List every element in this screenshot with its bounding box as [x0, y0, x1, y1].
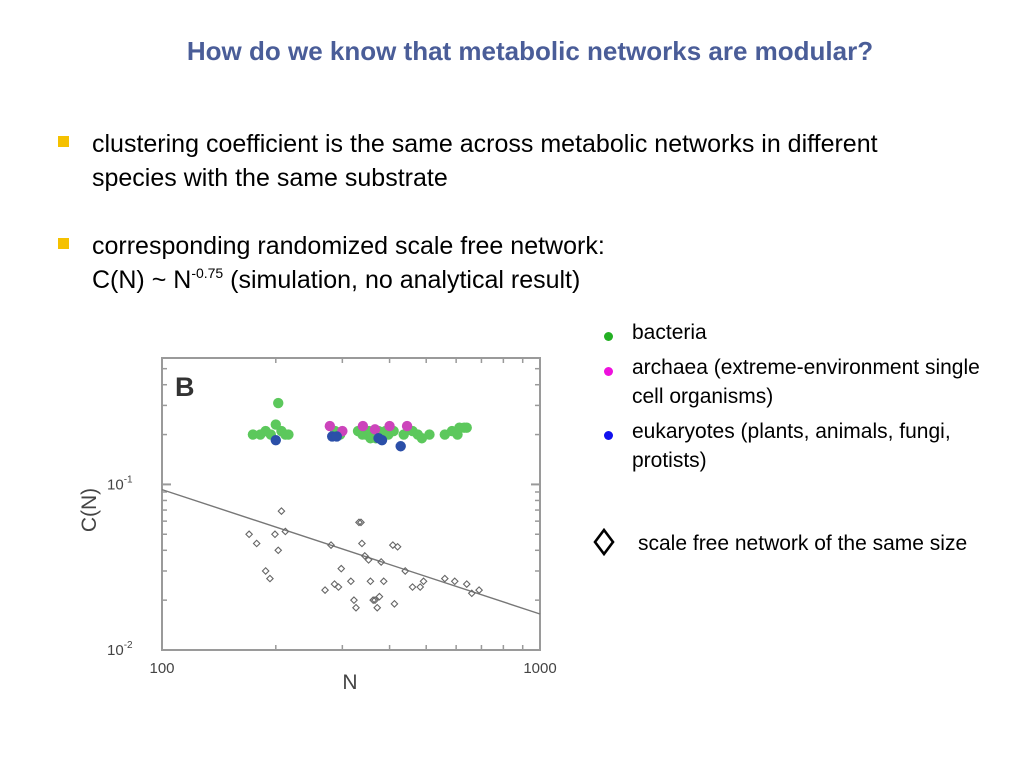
bullet-text: corresponding randomized scale free netw… [92, 229, 932, 300]
scale-free-point [270, 530, 279, 539]
panel-label: B [175, 372, 195, 402]
scale-free-point [401, 567, 410, 575]
fit-line [161, 488, 541, 615]
eukaryotes-point [376, 434, 388, 446]
archaea-point [401, 420, 413, 432]
scale-free-point [388, 541, 397, 550]
green-dot-icon [604, 332, 613, 341]
scale-free-point [281, 527, 290, 536]
scale-free-point [352, 603, 360, 612]
scale-free-point [377, 558, 386, 566]
scale-free-point [355, 518, 363, 527]
scale-free-point [419, 577, 428, 586]
legend-label: bacteria [632, 321, 707, 344]
legend-label: scale free network of the same size [638, 532, 968, 555]
legend-scale-free: scale free network of the same size [592, 528, 1012, 559]
scale-free-point [334, 583, 343, 592]
bacteria-point [424, 429, 435, 440]
archaea-point [324, 420, 336, 432]
species-legend: bacteria archaea (extreme-environment si… [600, 318, 1010, 475]
y-tick-label: 10-2 [107, 640, 133, 659]
scale-free-point [408, 583, 417, 592]
legend-bacteria: bacteria [600, 318, 1010, 347]
scale-free-point [369, 596, 378, 605]
scale-free-point [277, 507, 286, 516]
eukaryotes-point [331, 431, 342, 442]
scale-free-point [274, 546, 283, 555]
x-tick-label: 1000 [523, 660, 556, 677]
scale-free-point [261, 567, 270, 575]
scale-free-point [366, 577, 375, 586]
archaea-point [369, 424, 381, 435]
scale-free-point [337, 564, 346, 573]
scale-free-point [393, 542, 402, 551]
scale-free-point [245, 530, 254, 539]
formula-prefix: C(N) ~ N [92, 266, 192, 294]
scale-free-point [265, 574, 274, 583]
scale-free-point [252, 539, 261, 548]
x-axis-label: N [342, 671, 357, 694]
scale-free-point [357, 539, 366, 548]
bullet-text: clustering coefficient is the same acros… [92, 130, 878, 192]
scale-free-point [416, 583, 425, 592]
scale-free-point [371, 596, 379, 605]
scale-free-point [467, 589, 476, 598]
scale-free-point [356, 518, 365, 527]
scale-free-point [346, 577, 355, 586]
legend-eukaryotes: eukaryotes (plants, animals, fungi, prot… [600, 417, 1010, 475]
legend-archaea: archaea (extreme-environment single cell… [600, 353, 1010, 411]
legend-label: archaea (extreme-environment single cell… [632, 356, 980, 408]
formula-suffix: (simulation, no analytical result) [223, 266, 581, 294]
slide-title: How do we know that metabolic networks a… [186, 36, 874, 66]
scale-free-point [450, 577, 459, 586]
y-tick-label: 10-1 [107, 474, 133, 493]
bacteria-point [247, 429, 259, 440]
scale-free-point [327, 541, 336, 550]
scale-free-point [349, 596, 358, 605]
legend-label: eukaryotes (plants, animals, fungi, prot… [632, 420, 951, 472]
scale-free-point [321, 586, 330, 595]
blue-dot-icon [604, 431, 613, 440]
magenta-dot-icon [604, 367, 613, 376]
scale-free-point [364, 555, 373, 564]
scale-free-point [375, 592, 384, 601]
eukaryotes-point [395, 441, 406, 452]
plot-frame [161, 357, 541, 651]
y-axis-label: C(N) [78, 488, 101, 532]
bacteria-point [283, 429, 294, 440]
formula-exponent: -0.75 [191, 265, 224, 281]
scale-free-point [379, 577, 388, 586]
scale-free-point [440, 574, 449, 583]
scale-free-point [462, 580, 471, 589]
scale-free-point [330, 580, 339, 589]
scale-free-point [373, 603, 382, 612]
diamond-outline-icon [593, 528, 615, 556]
archaea-point [357, 420, 369, 432]
scale-free-point [475, 586, 484, 595]
bullet-line1: corresponding randomized scale free netw… [92, 232, 605, 260]
scale-free-point [360, 551, 369, 560]
x-tick-label: 100 [149, 660, 174, 677]
bullet-square-icon [58, 136, 69, 147]
bullet-square-icon [58, 238, 69, 249]
eukaryotes-point [270, 434, 281, 446]
bacteria-point [273, 397, 284, 409]
bacteria-point [398, 429, 409, 440]
bacteria-point [461, 422, 472, 433]
archaea-point [384, 420, 395, 432]
scale-free-point [390, 599, 399, 608]
